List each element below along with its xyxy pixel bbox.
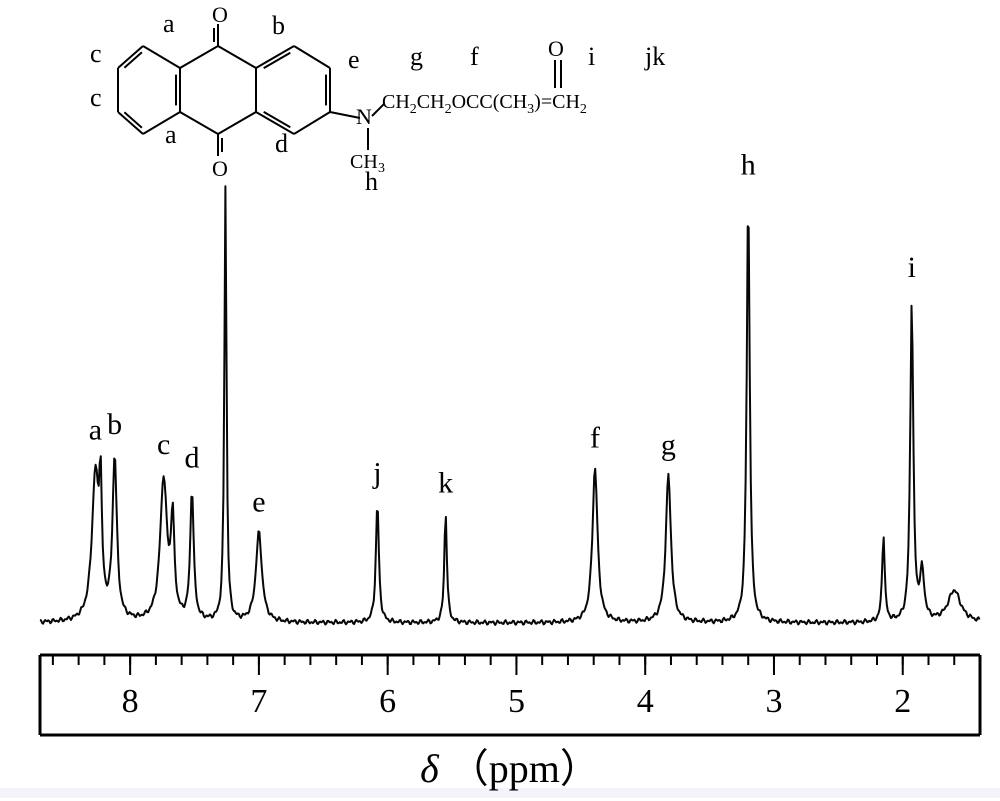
nmr-figure: OONCH3CH2CH2OCC(CH3)=CH2Oabcecadgfijkhab… — [0, 0, 1000, 801]
svg-text:N: N — [356, 104, 372, 129]
peak-label-d: d — [184, 442, 199, 475]
peak-label-a: a — [89, 413, 102, 446]
xtick-8: 8 — [122, 683, 139, 720]
struct-label-i: i — [588, 42, 595, 71]
struct-label-a2: a — [165, 120, 177, 149]
peak-label-f: f — [590, 422, 600, 455]
struct-label-c1: c — [90, 39, 102, 68]
xtick-7: 7 — [250, 683, 267, 720]
x-axis-label: δ （ppm） — [420, 746, 600, 791]
struct-label-d: d — [275, 129, 288, 158]
struct-label-e: e — [348, 45, 360, 74]
struct-label-g: g — [410, 42, 423, 71]
struct-label-a: a — [163, 9, 175, 38]
struct-label-jk: jk — [644, 42, 665, 71]
svg-text:O: O — [212, 2, 228, 27]
struct-label-c2: c — [90, 83, 102, 112]
peak-label-b: b — [107, 408, 122, 441]
peak-label-h: h — [741, 149, 756, 182]
xtick-5: 5 — [508, 683, 525, 720]
svg-text:3: 3 — [378, 161, 385, 176]
svg-text:O: O — [212, 156, 228, 181]
struct-label-h: h — [365, 167, 378, 196]
xtick-4: 4 — [637, 683, 654, 720]
xtick-2: 2 — [894, 683, 911, 720]
peak-label-g: g — [661, 428, 676, 461]
struct-label-b: b — [272, 11, 285, 40]
peak-label-i: i — [908, 251, 916, 284]
peak-label-k: k — [438, 467, 453, 500]
peak-label-e: e — [252, 486, 265, 519]
peak-label-j: j — [372, 457, 381, 490]
xtick-6: 6 — [379, 683, 396, 720]
peak-label-c: c — [157, 428, 170, 461]
struct-label-f: f — [470, 42, 479, 71]
xtick-3: 3 — [765, 683, 782, 720]
svg-text:O: O — [548, 36, 564, 61]
